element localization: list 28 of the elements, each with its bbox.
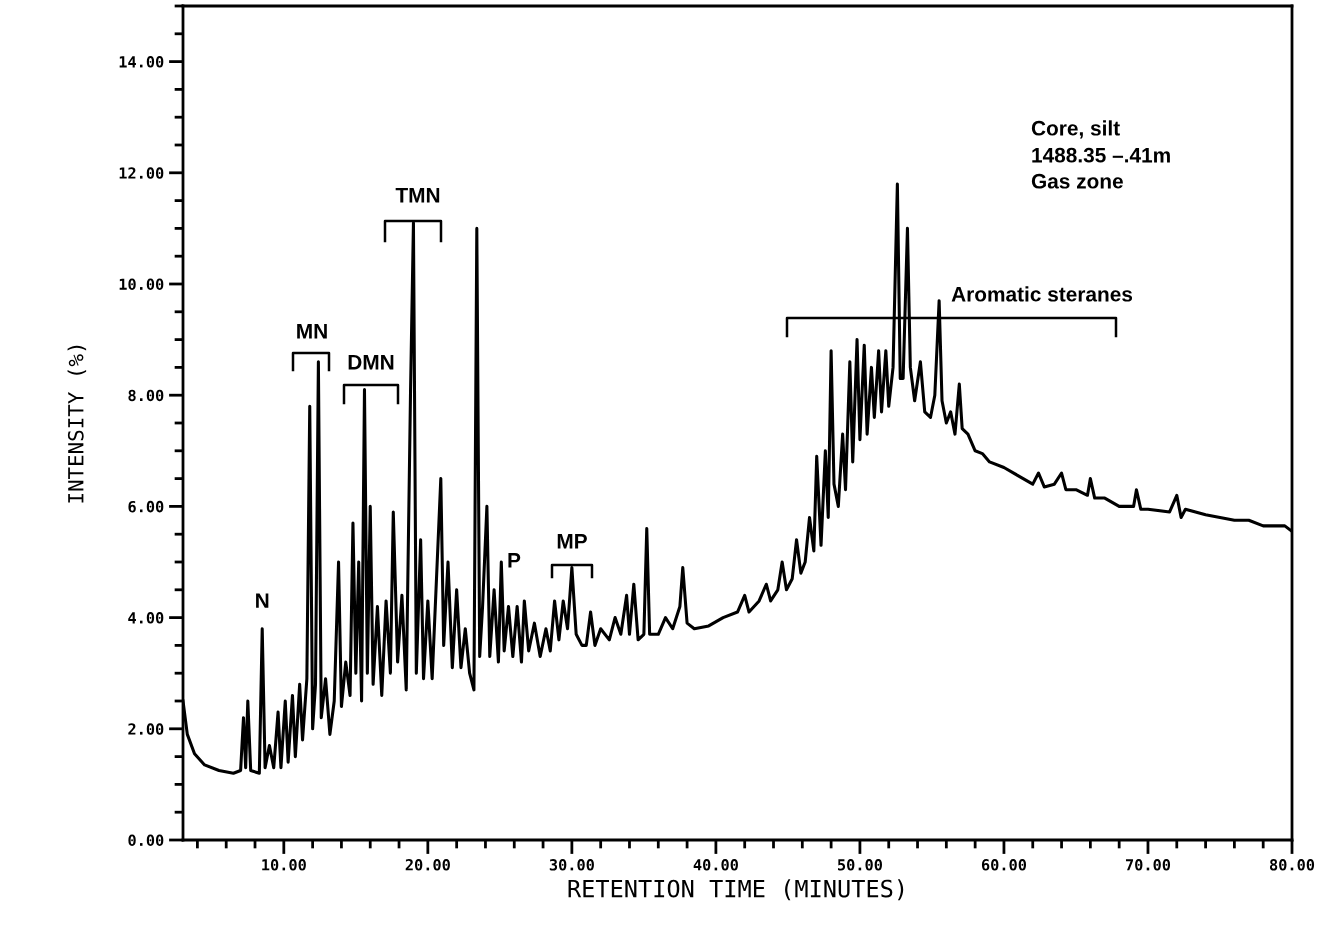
x-tick-label: 50.00 <box>837 859 882 871</box>
annotation: TMN <box>395 188 440 203</box>
y-tick-label: 14.00 <box>119 56 164 68</box>
x-tick-label: 40.00 <box>693 859 738 871</box>
x-axis-title: RETENTION TIME (MINUTES) <box>568 879 904 901</box>
annotation: Aromatic steranes <box>951 286 1133 302</box>
y-tick-label: 2.00 <box>128 723 164 735</box>
y-tick-label: 0.00 <box>128 834 164 847</box>
y-tick-label: 8.00 <box>128 389 164 402</box>
annotation: DMN <box>348 355 394 370</box>
annotation: Core, silt <box>1031 120 1120 139</box>
y-tick-label: 12.00 <box>119 167 164 179</box>
annotation: Gas zone <box>1031 173 1123 189</box>
x-tick-label: 20.00 <box>405 859 450 871</box>
x-tick-label: 30.00 <box>549 859 594 871</box>
x-tick-label: 10.00 <box>262 859 306 871</box>
annotation: MP <box>557 534 587 549</box>
x-tick-label: 60.00 <box>981 859 1027 871</box>
x-tick-label: 80.00 <box>1269 859 1315 871</box>
annotation: 1488.35 –.41m <box>1032 147 1170 163</box>
annotation: MN <box>297 324 327 339</box>
annotation: N <box>256 593 269 608</box>
annotation: P <box>508 553 521 568</box>
y-tick-label: 10.00 <box>119 278 164 291</box>
x-tick-label: 70.00 <box>1125 859 1171 871</box>
y-tick-label: 6.00 <box>128 500 164 513</box>
y-axis-title: INTENSITY (%) <box>67 345 87 503</box>
y-tick-label: 4.00 <box>128 612 164 624</box>
